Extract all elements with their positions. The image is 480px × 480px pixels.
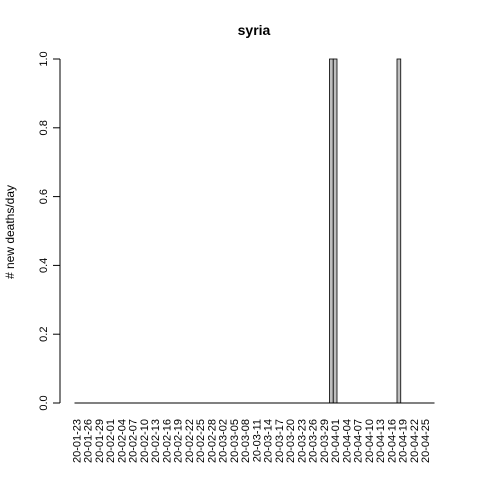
x-tick-label: 20-02-22: [184, 419, 196, 463]
x-tick-label: 20-02-07: [128, 419, 140, 463]
x-tick-label: 20-02-16: [161, 419, 173, 463]
x-tick-label: 20-04-16: [386, 419, 398, 463]
x-axis: 20-01-23 20-01-26 20-01-29 20-02-01 20-02-04…: [71, 402, 435, 463]
x-tick-label: 20-03-02: [218, 419, 230, 463]
chart-title: syria: [238, 22, 271, 38]
x-tick-label: 20-04-13: [375, 419, 387, 463]
bar-20-04-18: [396, 58, 402, 404]
y-tick-label: 0.8: [38, 120, 50, 135]
x-tick-label: 20-02-28: [206, 419, 218, 463]
x-tick-label: 20-02-10: [139, 419, 151, 463]
x-tick-label: 20-02-04: [116, 419, 128, 463]
x-tick-label: 20-02-19: [173, 419, 185, 463]
x-tick-label: 20-03-14: [263, 419, 275, 463]
x-tick-label: 20-03-17: [274, 419, 286, 463]
bar-20-03-31: [329, 58, 334, 404]
x-tick-label: 20-03-05: [229, 419, 241, 463]
y-tick-label: 0.2: [38, 327, 50, 342]
x-tick-label: 20-01-23: [71, 419, 83, 463]
x-tick-label: 20-03-26: [308, 419, 320, 463]
x-tick-label: 20-02-25: [195, 419, 207, 463]
x-tick-label: 20-03-23: [296, 419, 308, 463]
x-tick-label: 20-02-13: [150, 419, 162, 463]
y-tick-label: 0.4: [38, 258, 50, 273]
x-tick-label: 20-04-10: [364, 419, 376, 463]
bar-20-04-01: [332, 58, 338, 404]
x-tick-label: 20-02-01: [105, 419, 117, 463]
x-tick-label: 20-03-20: [285, 419, 297, 463]
x-tick-label: 20-04-19: [398, 419, 410, 463]
x-tick-label: 20-03-29: [319, 419, 331, 463]
x-tick-label: 20-04-04: [341, 419, 353, 463]
x-tick-label: 20-01-26: [83, 419, 95, 463]
x-tick-label: 20-03-11: [251, 419, 263, 462]
x-tick-label: 20-04-07: [353, 419, 365, 463]
x-tick-label: 20-01-29: [94, 419, 106, 463]
y-axis: 0.0 0.2 0.4 0.6 0.8 1.0: [38, 51, 61, 411]
x-tick-label: 20-04-25: [420, 419, 432, 463]
y-axis-label: # new deaths/day: [3, 185, 17, 279]
y-tick-label: 0.0: [38, 395, 50, 410]
y-tick-label: 0.6: [38, 189, 50, 204]
bars-group: [329, 58, 402, 404]
x-tick-label: 20-04-01: [330, 419, 342, 463]
x-tick-label: 20-03-08: [240, 419, 252, 463]
y-tick-label: 1.0: [38, 51, 50, 66]
x-tick-label: 20-04-22: [409, 419, 421, 463]
